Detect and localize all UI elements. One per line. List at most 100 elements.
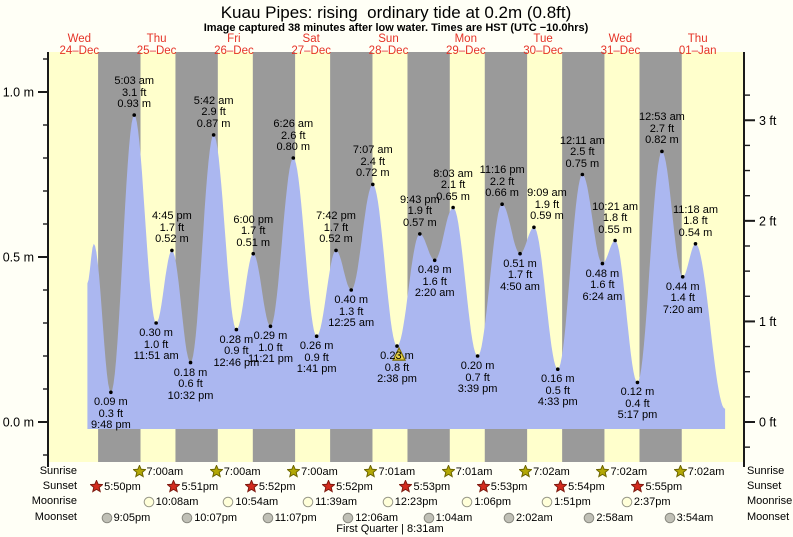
day-label: Fri 26–Dec bbox=[214, 33, 254, 57]
moonset-circle-icon bbox=[664, 512, 675, 523]
moonset-time: 1:04am bbox=[435, 511, 473, 524]
chart-subtitle: Image captured 38 minutes after low wate… bbox=[203, 22, 589, 34]
tide-event-dot bbox=[475, 354, 480, 358]
current-time-marker bbox=[392, 346, 407, 361]
tide-event-dot bbox=[693, 242, 698, 246]
sunrise-entry: 7:02am bbox=[673, 465, 724, 478]
sunset-time: 5:50pm bbox=[104, 480, 141, 493]
sunset-star-icon bbox=[90, 480, 104, 493]
tide-event-dot bbox=[211, 133, 216, 137]
tide-low-label: 0.29 m 1.0 ft 11:21 pm bbox=[247, 330, 293, 366]
day-label: Mon 29–Dec bbox=[445, 33, 486, 57]
tide-event-dot bbox=[500, 202, 504, 206]
tide-event-dot bbox=[370, 182, 375, 187]
tide-event-dot bbox=[234, 327, 239, 332]
tide-event-dot bbox=[635, 380, 640, 385]
tide-low-label: 0.23 m 0.8 ft 2:38 pm bbox=[377, 350, 417, 386]
sunset-star-icon bbox=[322, 480, 336, 493]
right-axis-label: 1 ft bbox=[759, 315, 777, 329]
sunset-time: 5:55pm bbox=[645, 480, 683, 493]
sunset-star-icon bbox=[554, 480, 568, 493]
sunrise-star-icon bbox=[132, 465, 146, 478]
sunrise-row-label-right: Sunrise bbox=[747, 465, 785, 477]
sunrise-time: 7:00am bbox=[146, 465, 184, 478]
sunset-entry: 5:54pm bbox=[554, 480, 605, 493]
day-label: Sat 27–Dec bbox=[291, 33, 332, 57]
moonrise-time: 2:37pm bbox=[633, 495, 671, 508]
left-axis-label: 1.0 m bbox=[3, 86, 34, 100]
left-axis-label: 0.0 m bbox=[3, 416, 34, 430]
tide-low-label: 0.44 m 1.4 ft 7:20 am bbox=[662, 280, 703, 316]
moonset-circle-icon bbox=[181, 512, 193, 523]
tide-low-label: 0.40 m 1.3 ft 12:25 am bbox=[328, 294, 375, 329]
tide-event-dot bbox=[418, 232, 422, 236]
tide-low-label: 0.12 m 0.4 ft 5:17 pm bbox=[617, 386, 658, 422]
sunrise-star-icon bbox=[441, 465, 455, 478]
moonset-circle-icon bbox=[342, 512, 354, 523]
moonrise-time: 10:08am bbox=[155, 495, 199, 508]
sunset-time: 5:52pm bbox=[336, 480, 373, 493]
moonset-time: 2:02am bbox=[516, 511, 553, 524]
tide-low-label: 0.49 m 1.6 ft 2:20 am bbox=[414, 264, 455, 300]
tide-high-label: 4:45 pm 1.7 ft 0.52 m bbox=[152, 210, 192, 246]
moonrise-circle-icon bbox=[223, 496, 234, 507]
tide-event-dot bbox=[154, 321, 158, 325]
moonset-entry: 2:58am bbox=[583, 511, 633, 524]
moonset-time: 10:07pm bbox=[194, 511, 237, 524]
moonrise-time: 1:51pm bbox=[554, 495, 591, 508]
moonrise-circle-icon bbox=[382, 496, 394, 507]
sunset-entry: 5:53pm bbox=[399, 480, 450, 493]
tide-low-label: 0.09 m 0.3 ft 9:48 pm bbox=[90, 396, 131, 432]
sunset-star-icon bbox=[476, 480, 490, 493]
tide-high-label: 9:43 pm 1.9 ft 0.57 m bbox=[399, 193, 440, 229]
tide-low-label: 0.28 m 0.9 ft 12:46 pm bbox=[213, 333, 260, 369]
sunrise-time: 7:01am bbox=[455, 465, 493, 478]
tide-low-label: 0.30 m 1.0 ft 11:51 am bbox=[133, 327, 179, 362]
tide-high-label: 12:11 am 2.5 ft 0.75 m bbox=[559, 134, 605, 170]
tide-event-dot bbox=[613, 238, 617, 243]
tide-event-dot bbox=[291, 156, 296, 160]
tide-event-dot bbox=[660, 149, 664, 154]
tide-low-label: 0.16 m 0.5 ft 4:33 pm bbox=[537, 373, 578, 409]
tide-event-dot bbox=[109, 390, 113, 395]
sunrise-star-icon bbox=[209, 465, 223, 478]
moonset-circle-icon bbox=[584, 512, 595, 523]
sunset-star-icon bbox=[631, 480, 645, 493]
right-axis-label: 2 ft bbox=[759, 214, 777, 228]
sunset-entry: 5:55pm bbox=[631, 480, 682, 493]
tide-low-label: 0.26 m 0.9 ft 1:41 pm bbox=[296, 340, 337, 376]
tide-high-label: 9:09 am 1.9 ft 0.59 m bbox=[527, 187, 567, 223]
tide-low-label: 0.51 m 1.7 ft 4:50 am bbox=[500, 257, 540, 293]
moonset-row-label-right: Moonset bbox=[747, 511, 790, 523]
sunrise-time: 7:02am bbox=[610, 465, 648, 478]
tide-event-dot bbox=[334, 248, 338, 253]
tide-high-label: 6:26 am 2.6 ft 0.80 m bbox=[273, 118, 314, 153]
sunset-time: 5:52pm bbox=[258, 480, 296, 493]
tide-curve bbox=[87, 115, 726, 429]
moonset-entry: 1:04am bbox=[423, 511, 473, 524]
moonrise-row-label-left: Moonrise bbox=[31, 495, 77, 507]
sunrise-star-icon bbox=[596, 465, 610, 478]
sunset-entry: 5:50pm bbox=[90, 480, 141, 493]
moonrise-circle-icon bbox=[302, 496, 314, 507]
day-label: Wed 31–Dec bbox=[600, 33, 641, 57]
tide-event-dot bbox=[314, 334, 319, 339]
tide-high-label: 7:42 pm 1.7 ft 0.52 m bbox=[316, 210, 356, 246]
tide-high-label: 10:21 am 1.8 ft 0.55 m bbox=[592, 200, 639, 236]
moonset-time: 2:58am bbox=[596, 511, 634, 524]
tide-low-label: 0.18 m 0.6 ft 10:32 pm bbox=[167, 366, 214, 402]
sunset-row-label-right: Sunset bbox=[747, 480, 782, 492]
tide-event-dot bbox=[132, 113, 137, 117]
day-label: Thu 01–Jan bbox=[678, 33, 717, 57]
moonrise-circle-icon bbox=[541, 496, 553, 507]
moonset-entry: 9:05pm bbox=[101, 511, 150, 524]
moonset-time: 3:54am bbox=[676, 511, 714, 524]
sunrise-entry: 7:01am bbox=[364, 465, 415, 478]
sunset-star-icon bbox=[399, 480, 413, 493]
sunset-time: 5:51pm bbox=[181, 480, 219, 493]
moonrise-time: 11:39am bbox=[315, 495, 358, 508]
moonset-entry: 3:54am bbox=[664, 511, 714, 524]
moonset-time: 11:07pm bbox=[274, 511, 317, 524]
moonset-circle-icon bbox=[423, 512, 434, 523]
